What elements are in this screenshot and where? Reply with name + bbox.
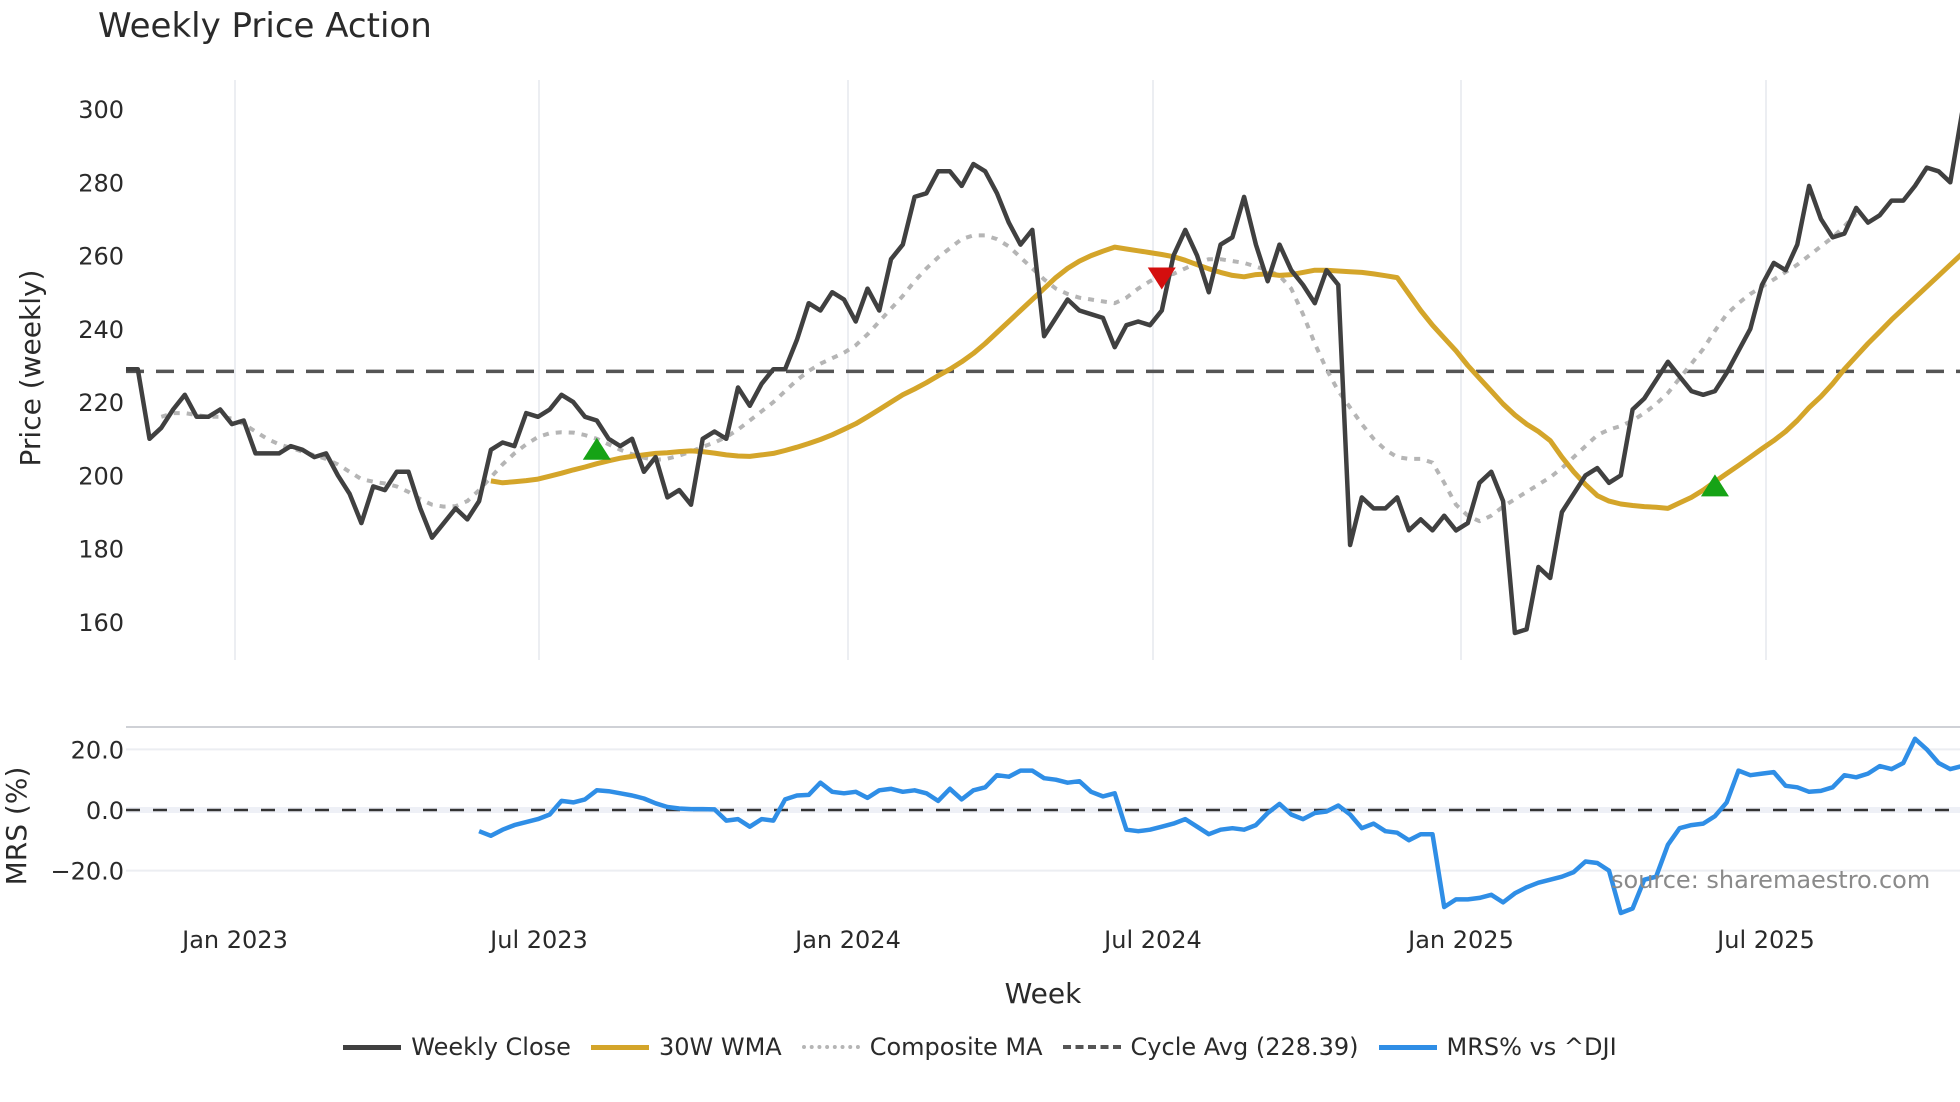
mrs-tick-label: 20.0 bbox=[71, 736, 124, 764]
wma-line bbox=[490, 244, 1960, 511]
legend-swatch-dotted-icon bbox=[801, 1045, 860, 1049]
legend-swatch-dashed-icon bbox=[1062, 1045, 1121, 1049]
chart-title: Weekly Price Action bbox=[98, 6, 432, 46]
mrs-tick-label: −20.0 bbox=[50, 858, 124, 886]
legend-swatch-solid-icon bbox=[590, 1044, 649, 1050]
x-tick-label: Jul 2025 bbox=[1715, 926, 1815, 954]
legend-label: 30W WMA bbox=[658, 1033, 782, 1061]
price-tick-label: 240 bbox=[78, 316, 124, 344]
buy-signal-triangle-icon bbox=[1700, 474, 1729, 497]
legend-item-wma[interactable]: 30W WMA bbox=[590, 1033, 782, 1061]
mrs-tick-label: 0.0 bbox=[86, 797, 124, 825]
legend-label: MRS% vs ^DJI bbox=[1446, 1033, 1617, 1061]
legend-item-composite-ma[interactable]: Composite MA bbox=[801, 1033, 1043, 1061]
price-y-axis: 160 180 200 220 240 260 280 300 bbox=[78, 96, 124, 637]
legend-swatch-solid-icon bbox=[1378, 1044, 1437, 1050]
series-layer bbox=[126, 112, 1960, 916]
mrs-y-axis-label: MRS (%) bbox=[0, 767, 33, 886]
price-tick-label: 280 bbox=[78, 169, 124, 197]
price-tick-label: 260 bbox=[78, 243, 124, 271]
x-axis: Jan 2023 Jul 2023 Jan 2024 Jul 2024 Jan 2025… bbox=[180, 926, 1815, 954]
x-tick-label: Jul 2024 bbox=[1102, 926, 1202, 954]
weekly-close-line bbox=[126, 112, 1960, 636]
mrs-line bbox=[478, 736, 1960, 916]
price-tick-label: 160 bbox=[78, 609, 124, 637]
legend-swatch-solid-icon bbox=[343, 1044, 402, 1050]
legend-label: Weekly Close bbox=[411, 1033, 571, 1061]
price-tick-label: 220 bbox=[78, 389, 124, 417]
price-tick-label: 300 bbox=[78, 96, 124, 124]
price-y-axis-label: Price (weekly) bbox=[14, 270, 47, 467]
legend-item-cycle-avg[interactable]: Cycle Avg (228.39) bbox=[1062, 1033, 1359, 1061]
legend: Weekly Close 30W WMA Composite MA Cycle … bbox=[0, 1033, 1960, 1061]
price-tick-label: 200 bbox=[78, 462, 124, 490]
buy-signal-triangle-icon bbox=[582, 437, 611, 460]
x-tick-label: Jan 2023 bbox=[180, 926, 288, 954]
gridlines bbox=[126, 80, 1960, 872]
legend-item-weekly-close[interactable]: Weekly Close bbox=[343, 1033, 571, 1061]
x-tick-label: Jul 2023 bbox=[488, 926, 588, 954]
signal-markers bbox=[582, 267, 1729, 497]
x-tick-label: Jan 2025 bbox=[1406, 926, 1514, 954]
mrs-y-axis: −20.0 0.0 20.0 bbox=[50, 736, 124, 885]
legend-label: Cycle Avg (228.39) bbox=[1130, 1033, 1359, 1061]
x-tick-label: Jan 2024 bbox=[793, 926, 901, 954]
legend-item-mrs[interactable]: MRS% vs ^DJI bbox=[1378, 1033, 1617, 1061]
composite-ma-line bbox=[160, 212, 1858, 524]
legend-label: Composite MA bbox=[869, 1033, 1043, 1061]
price-tick-label: 180 bbox=[78, 536, 124, 564]
source-label: source: sharemaestro.com bbox=[1611, 866, 1931, 894]
sell-signal-triangle-icon bbox=[1147, 267, 1176, 290]
x-axis-label: Week bbox=[1005, 977, 1082, 1010]
